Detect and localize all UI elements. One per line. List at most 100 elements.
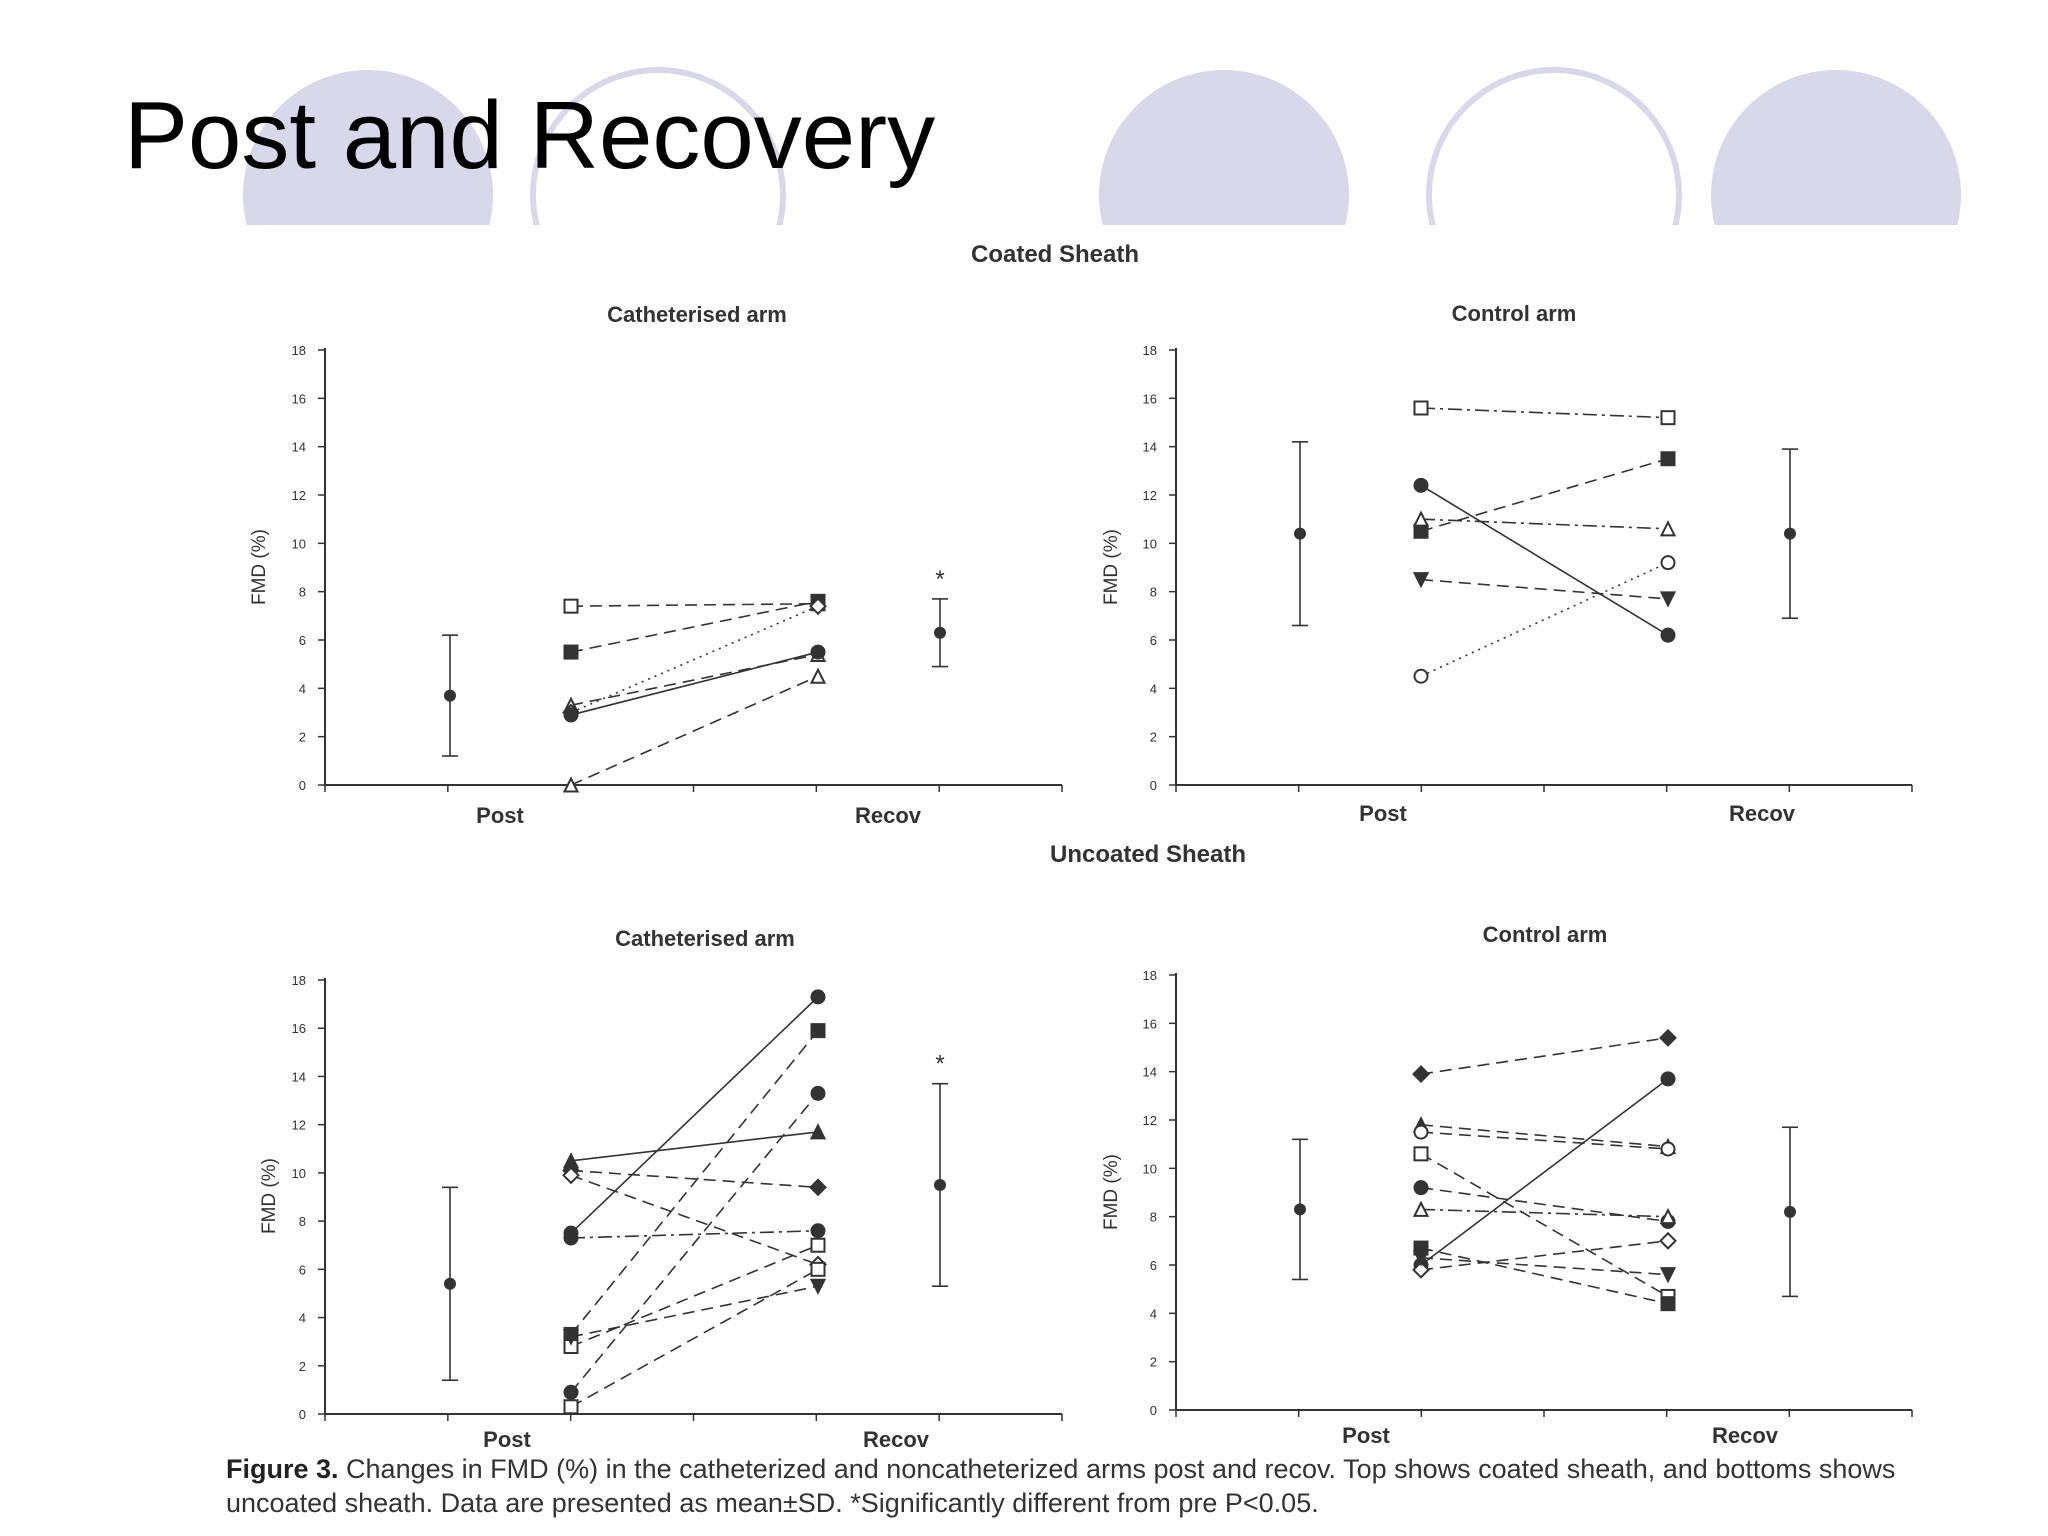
- series-line: [570, 1092, 819, 1393]
- y-tick-label: 16: [1143, 391, 1157, 406]
- data-point-marker: [810, 644, 826, 660]
- caption-label: Figure 3.: [226, 1454, 339, 1484]
- y-tick-label: 6: [1150, 633, 1157, 648]
- y-axis-label: FMD (%): [1101, 529, 1122, 605]
- series-line: [1420, 518, 1669, 530]
- series-line-3: [562, 645, 827, 713]
- x-category-label: Post: [1359, 801, 1407, 826]
- data-point-marker: [563, 644, 579, 660]
- data-point-marker: [809, 667, 827, 684]
- series-line-2: [1413, 1071, 1676, 1273]
- series-line: [570, 1131, 819, 1162]
- data-point-marker: [1412, 1065, 1430, 1083]
- y-tick-label: 14: [1143, 440, 1157, 455]
- mean-marker: [934, 626, 946, 639]
- mean-marker: [444, 1277, 456, 1290]
- data-point-marker: [563, 707, 579, 723]
- series-line: [1420, 1256, 1669, 1276]
- series-line: [570, 1268, 819, 1408]
- series-line-6: [563, 1223, 826, 1246]
- series-line: [1420, 484, 1669, 636]
- y-tick-label: 2: [1150, 730, 1157, 745]
- deco-circle-3: [1099, 70, 1349, 225]
- y-tick-label: 10: [292, 1166, 306, 1181]
- series-line: [570, 605, 819, 714]
- y-tick-label: 16: [292, 391, 306, 406]
- series-line-6: [1413, 555, 1676, 684]
- deco-circle-4: [1426, 67, 1682, 225]
- data-point-marker: [562, 776, 580, 793]
- y-axis-label: FMD (%): [1101, 1154, 1122, 1230]
- chart-panel-3: 0 2 4 6 8 10 12 14 16 18 Catheterised arm FMD (%) Po…: [259, 926, 1063, 1452]
- y-tick-label: 4: [1150, 1306, 1157, 1321]
- slide-title: Post and Recovery: [124, 82, 936, 189]
- series-line-5: [562, 1161, 827, 1197]
- series-line-10: [1412, 1250, 1677, 1284]
- data-point-marker: [1660, 1296, 1676, 1312]
- y-tick-label: 14: [1143, 1065, 1157, 1080]
- data-point-marker: [563, 1230, 579, 1246]
- data-point-marker: [1660, 1071, 1676, 1087]
- series-line-4: [562, 1123, 827, 1169]
- y-tick-label: 14: [292, 1069, 306, 1084]
- data-point-marker: [810, 1261, 826, 1277]
- series-line: [1420, 1240, 1669, 1271]
- data-point-marker: [563, 598, 579, 614]
- significance-marker: *: [935, 566, 944, 593]
- series-line-3: [1412, 1116, 1677, 1155]
- data-point-marker: [809, 1123, 827, 1140]
- mean-sd-recov: *: [932, 1051, 948, 1288]
- series-line: [1420, 1037, 1669, 1075]
- series-line: [570, 651, 819, 716]
- x-category-label: Recov: [1729, 801, 1796, 826]
- series-line: [1420, 1131, 1669, 1150]
- series-line-8: [1412, 1231, 1677, 1279]
- series-line: [1420, 561, 1669, 677]
- series-line: [570, 1169, 819, 1189]
- y-tick-label: 8: [299, 1214, 306, 1229]
- data-point-marker: [810, 1237, 826, 1253]
- y-tick-label: 10: [292, 536, 306, 551]
- series-line-5: [1412, 572, 1677, 608]
- series-line: [570, 600, 819, 653]
- caption-text: Changes in FMD (%) in the catheterized a…: [226, 1454, 1896, 1518]
- mean-sd-recov: [1782, 448, 1798, 620]
- data-point-marker: [1412, 572, 1430, 589]
- series-line: [570, 675, 819, 786]
- data-point-marker: [1412, 510, 1430, 527]
- y-tick-label: 4: [1150, 681, 1157, 696]
- y-tick-label: 10: [1143, 536, 1157, 551]
- series-line: [570, 1229, 819, 1239]
- data-point-marker: [1659, 1028, 1677, 1047]
- data-point-marker: [1660, 627, 1676, 643]
- y-tick-label: 2: [299, 1359, 306, 1374]
- data-point-marker: [1413, 400, 1429, 416]
- y-tick-label: 18: [1143, 343, 1157, 358]
- data-point-marker: [1659, 1231, 1677, 1250]
- mean-sd-post: [442, 634, 458, 757]
- series-line-9: [563, 1261, 826, 1415]
- x-category-label: Recov: [863, 1427, 930, 1452]
- y-tick-label: 8: [299, 585, 306, 600]
- significance-marker: *: [935, 1051, 944, 1078]
- data-point-marker: [810, 989, 826, 1005]
- y-tick-label: 0: [299, 1407, 306, 1422]
- data-point-marker: [562, 1329, 580, 1346]
- x-category-label: Post: [1342, 1423, 1390, 1448]
- figure-caption: Figure 3. Changes in FMD (%) in the cath…: [226, 1452, 1926, 1520]
- series-line-9: [1413, 1240, 1676, 1312]
- mean-sd-post: [1292, 441, 1308, 627]
- y-tick-label: 12: [1143, 1113, 1157, 1128]
- y-tick-label: 18: [292, 343, 306, 358]
- y-axis-label: FMD (%): [259, 1158, 280, 1234]
- data-point-marker: [1660, 451, 1676, 467]
- series-line-6: [1413, 1180, 1676, 1229]
- chart-panel-2: 0 2 4 6 8 10 12 14 16 18 Control arm FMD (%) Post Rec…: [1101, 301, 1913, 826]
- y-tick-label: 2: [1150, 1355, 1157, 1370]
- mean-marker: [1294, 527, 1306, 540]
- chart-panel-1: 0 2 4 6 8 10 12 14 16 18 Catheterised arm FMD (%) Po…: [249, 302, 1063, 828]
- series-line: [570, 1244, 819, 1348]
- data-point-marker: [1413, 523, 1429, 539]
- data-point-marker: [1659, 591, 1677, 608]
